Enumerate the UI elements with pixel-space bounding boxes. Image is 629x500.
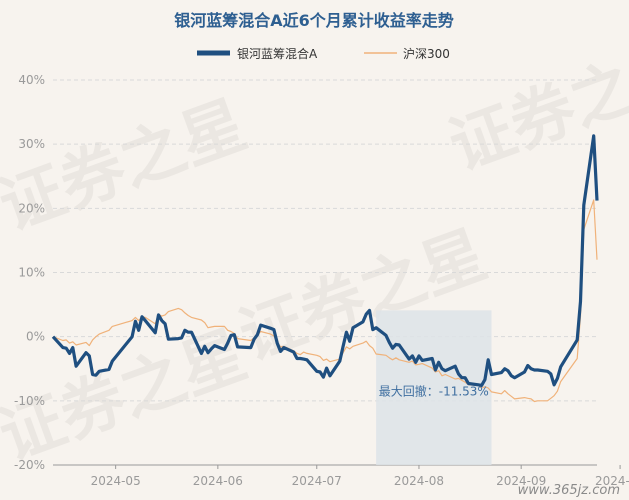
site-watermark: www.365jz.com xyxy=(518,483,620,498)
y-tick-label: 0% xyxy=(26,330,45,344)
x-tick-label: 2024-05 xyxy=(91,474,141,488)
legend-label-index: 沪深300 xyxy=(403,47,450,61)
x-tick-label: 2024-08 xyxy=(394,474,444,488)
watermark: 证券之星 证券之星 证券之星 证券之星 xyxy=(0,28,629,475)
max-drawdown-label: 最大回撤：-11.53% xyxy=(379,384,489,399)
x-tick-label: 2024-09 xyxy=(496,474,546,488)
drawdown-region xyxy=(376,310,492,465)
series-line-fund xyxy=(51,134,599,387)
y-tick-label: -20% xyxy=(14,458,45,472)
watermark-text-3: 证券之星 xyxy=(440,28,629,185)
x-tick-label: 2024-07 xyxy=(292,474,342,488)
y-tick-label: 10% xyxy=(18,266,45,280)
grid xyxy=(53,79,597,466)
x-tick-label: 2024-10 xyxy=(595,474,629,488)
drawdown-band xyxy=(376,310,492,465)
y-tick-label: 30% xyxy=(18,137,45,151)
legend-label-fund: 银河蓝筹混合A xyxy=(237,46,318,61)
x-axis: 2024-05 2024-06 2024-07 2024-08 2024-09 2024-… xyxy=(91,465,629,488)
series-lines xyxy=(51,134,599,403)
y-tick-label: 40% xyxy=(18,73,45,87)
legend: 银河蓝筹混合A 沪深300 xyxy=(197,46,450,61)
y-axis: 40% 30% 20% 10% 0% -10% -20% xyxy=(14,73,45,472)
x-tick-label: 2024-06 xyxy=(193,474,243,488)
y-tick-label: -10% xyxy=(14,394,45,408)
chart-title: 银河蓝筹混合A近6个月累计收益率走势 xyxy=(174,11,454,30)
y-tick-label: 20% xyxy=(18,201,45,215)
watermark-text-1: 证券之星 xyxy=(0,88,256,245)
